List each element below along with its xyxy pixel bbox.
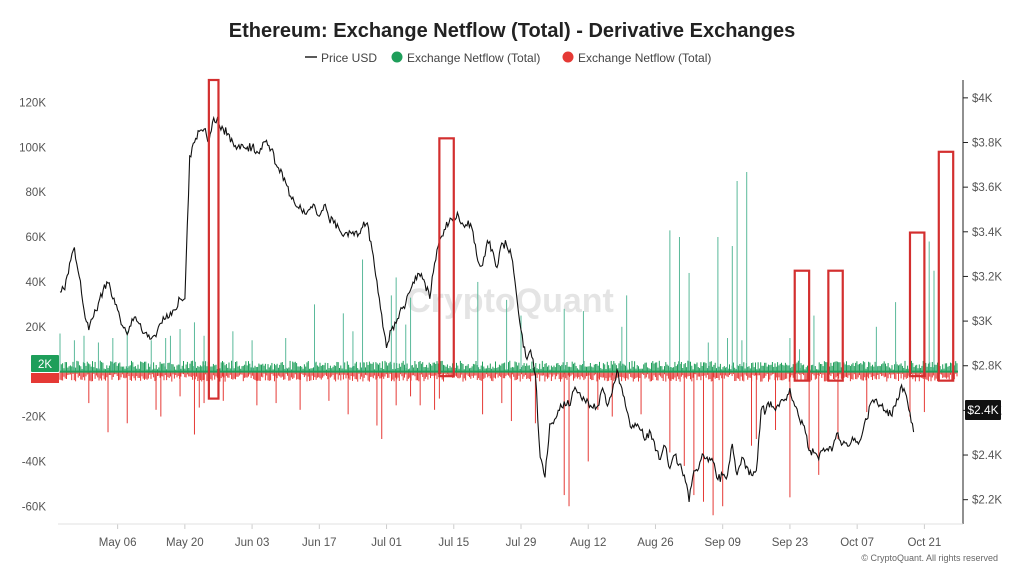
- left-tick-label: 120K: [19, 97, 46, 109]
- x-tick-label: May 20: [166, 537, 204, 549]
- legend-price-label: Price USD: [321, 51, 377, 65]
- left-axis: 120K 100K 80K 60K 40K 20K -20K -40K -60K: [19, 97, 46, 513]
- left-tick-label: 40K: [26, 277, 47, 289]
- x-tick-label: Aug 12: [570, 537, 606, 549]
- left-tick-label: 80K: [26, 187, 47, 199]
- netflow-negative-bars: [59, 371, 958, 516]
- right-tick-label: $3.6K: [972, 182, 1002, 194]
- highlight-box: [908, 231, 926, 378]
- legend-netflow-positive-label: Exchange Netflow (Total): [407, 51, 540, 65]
- current-price-badge: $2.4K: [965, 400, 1001, 420]
- highlight-box: [827, 269, 844, 382]
- watermark: CryptoQuant: [406, 282, 614, 320]
- x-tick-label: Jul 29: [506, 537, 537, 549]
- right-axis: $4K$3.8K$3.6K$3.4K$3.2K$3K$2.8K$2.6K$2.4…: [963, 93, 1002, 507]
- legend[interactable]: Price USD Exchange Netflow (Total) Excha…: [305, 51, 711, 65]
- x-tick-label: Jun 03: [235, 537, 270, 549]
- x-axis: May 06 May 20 Jun 03 Jun 17 Jul 01 Jul 15 Jul …: [99, 524, 941, 549]
- right-tick-label: $2.4K: [972, 450, 1002, 462]
- right-tick-label: $3K: [972, 316, 993, 328]
- left-tick-label: -20K: [22, 412, 47, 424]
- right-tick-label: $3.8K: [972, 138, 1002, 150]
- x-tick-label: Jul 01: [371, 537, 402, 549]
- left-tick-label: 20K: [26, 322, 47, 334]
- x-tick-label: Jul 15: [438, 537, 469, 549]
- x-tick-label: May 06: [99, 537, 137, 549]
- left-tick-label: -40K: [22, 456, 47, 468]
- x-tick-label: Jun 17: [302, 537, 337, 549]
- left-tick-label: -60K: [22, 501, 47, 513]
- right-tick-label: $3.2K: [972, 271, 1002, 283]
- right-tick-label: $2.2K: [972, 495, 1002, 507]
- x-tick-label: Oct 21: [907, 537, 941, 549]
- x-tick-label: Sep 23: [772, 537, 808, 549]
- legend-netflow-negative-label: Exchange Netflow (Total): [578, 51, 711, 65]
- netflow-positive-bars: [59, 171, 958, 372]
- highlight-box: [793, 269, 811, 382]
- x-tick-label: Aug 26: [637, 537, 673, 549]
- current-price-label: $2.4K: [967, 403, 998, 417]
- right-tick-label: $4K: [972, 93, 993, 105]
- legend-red-dot-icon: [562, 51, 574, 63]
- copyright: © CryptoQuant. All rights reserved: [861, 553, 998, 563]
- left-tick-label: 60K: [26, 232, 47, 244]
- x-tick-label: Oct 07: [840, 537, 874, 549]
- legend-green-dot-icon: [391, 51, 403, 63]
- price-series-line: [59, 115, 915, 502]
- right-tick-label: $2.8K: [972, 361, 1002, 373]
- current-netflow-label: 2K: [38, 359, 52, 371]
- highlight-box: [207, 78, 220, 400]
- right-tick-label: $3.4K: [972, 227, 1002, 239]
- highlight-box: [438, 137, 455, 378]
- x-tick-label: Sep 09: [704, 537, 740, 549]
- chart-title: Ethereum: Exchange Netflow (Total) - Der…: [229, 20, 795, 42]
- current-netflow-badge: 2K: [31, 355, 59, 383]
- highlight-boxes: [207, 78, 955, 400]
- left-tick-label: 100K: [19, 142, 46, 154]
- highlight-box: [937, 150, 955, 382]
